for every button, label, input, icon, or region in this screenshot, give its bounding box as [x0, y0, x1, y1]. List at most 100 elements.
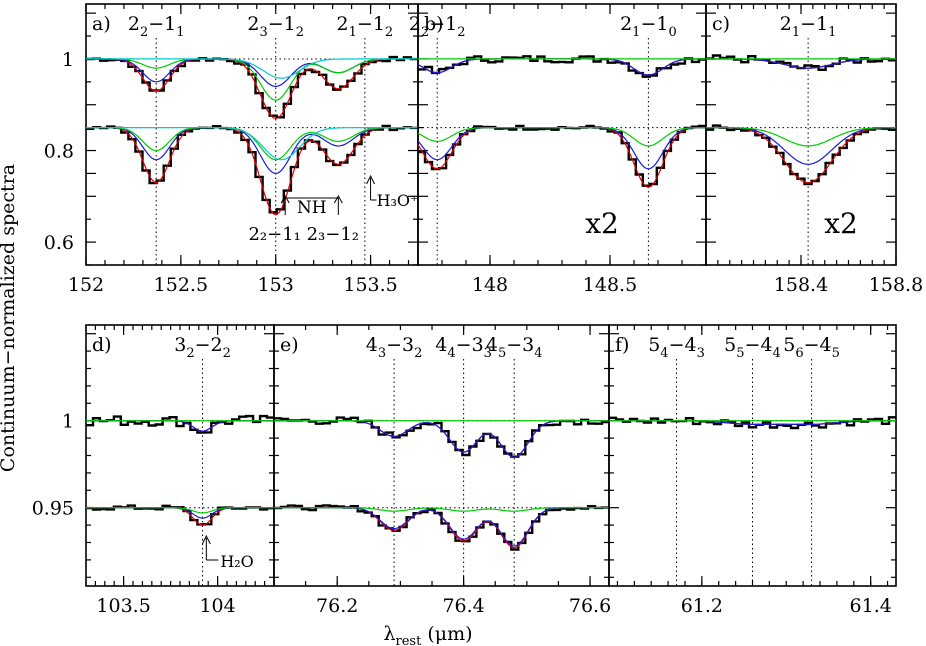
transition-label-part: 4 [447, 346, 455, 361]
x-tick-label: 153 [258, 274, 294, 296]
transition-label-part: 4 [660, 346, 668, 361]
transition-label-part: 6 [795, 346, 803, 361]
x-tick-label: 148.5 [583, 274, 637, 296]
component-fit-curve [86, 507, 274, 514]
transition-label-part: 2 [296, 25, 304, 40]
nh-transitions: 2₂−1₁ 2₃−1₂ [248, 224, 359, 245]
transition-label: 22−12 [409, 13, 466, 40]
spectrum-histogram [274, 504, 609, 551]
transition-label-part: 4 [534, 346, 542, 361]
x-tick-label: 158.8 [869, 274, 923, 296]
transition-label-part: −2 [195, 334, 223, 356]
scale-label: x2 [824, 207, 858, 240]
x-tick-label: 76.6 [569, 595, 611, 617]
h3o-arrow [366, 174, 377, 201]
x-axis-label-symbol: λ [383, 623, 395, 645]
transition-label: 32−22 [174, 334, 231, 361]
transition-label: 45−34 [486, 334, 543, 361]
panel-label: c) [712, 13, 730, 35]
x-tick-label: 152 [68, 274, 104, 296]
transition-label-part: −3 [386, 334, 414, 356]
nh-bracket [284, 197, 339, 215]
transition-label-part: 5 [724, 334, 736, 356]
spectrum-histogram [706, 124, 896, 186]
component-fit-curve [86, 58, 418, 79]
panel-a: 152 152.5 153 153.50.60.81a) 22−11 23−12 21−12… [44, 3, 419, 296]
component-fit-curve [417, 127, 706, 147]
panel-frame [85, 324, 275, 587]
transition-label-part: 5 [736, 346, 744, 361]
transition-label-part: 2 [128, 13, 140, 35]
transition-label-part: 2 [457, 25, 465, 40]
transition-label-part: −1 [268, 13, 296, 35]
panel-label: e) [280, 334, 299, 356]
transition-label-part: 3 [174, 334, 186, 356]
transition-label-part: 2 [337, 13, 349, 35]
panel-label: b) [424, 13, 444, 35]
spectrum-histogram [274, 416, 609, 458]
x-tick-label: 148 [472, 274, 508, 296]
transition-label-part: 2 [140, 25, 148, 40]
transition-label-part: 3 [697, 346, 705, 361]
component-fit-curve [86, 58, 418, 101]
transition-label-part: −4 [669, 334, 697, 356]
transition-label-part: 3 [259, 25, 267, 40]
transition-label: 22−11 [128, 13, 185, 40]
transition-label-part: −1 [357, 13, 385, 35]
transition-label-part: 5 [648, 334, 660, 356]
panel-frame [705, 3, 897, 266]
h2o-label: H₂O [220, 552, 253, 571]
x-tick-label: 103.5 [96, 595, 150, 617]
y-tick-label: 1 [62, 411, 74, 433]
transition-label-part: 4 [486, 334, 498, 356]
transition-label-part: −4 [804, 334, 832, 356]
x-tick-label: 158.4 [774, 274, 828, 296]
component-fit-curve [274, 507, 609, 512]
transition-label-part: 1 [828, 25, 836, 40]
transition-label-part: 3 [378, 346, 386, 361]
x-tick-label: 152.5 [154, 274, 208, 296]
transition-label-part: 2 [409, 13, 421, 35]
spectrum-histogram [86, 55, 418, 119]
x-tick-label: 61.2 [681, 595, 723, 617]
y-tick-label: 0.8 [44, 141, 74, 163]
transition-label: 21−12 [337, 13, 394, 40]
transition-label: 44−33 [435, 334, 492, 361]
component-fit-curve [86, 127, 418, 161]
y-tick-label: 0.95 [32, 498, 74, 520]
transition-label-part: 2 [620, 13, 632, 35]
axes-layer: 152 152.5 153 153.50.60.81a) 22−11 23−12 21−12… [32, 3, 923, 617]
transition-label: 23−12 [247, 13, 304, 40]
component-fit-curve [706, 127, 896, 147]
x-tick-label: 153.5 [343, 274, 397, 296]
transition-label: 56−45 [783, 334, 840, 361]
transition-label-part: −3 [456, 334, 484, 356]
transition-label: 21−11 [780, 13, 837, 40]
total-fit-curve [86, 58, 418, 120]
total-fit-curve [86, 127, 418, 216]
transition-label-part: 5 [783, 334, 795, 356]
transition-label-part: 2 [414, 346, 422, 361]
transition-label-part: −3 [506, 334, 534, 356]
x-tick-label: 76.2 [316, 595, 358, 617]
transition-label-part: 2 [186, 346, 194, 361]
spectrum-histogram [86, 414, 274, 434]
transition-label: 54−43 [648, 334, 705, 361]
h2o-arrow [201, 534, 219, 561]
transition-label-part: −1 [640, 13, 668, 35]
component-fit-curve [86, 127, 418, 175]
transition-label-part: 2 [421, 25, 429, 40]
transition-label-part: 4 [435, 334, 447, 356]
transition-label-part: 5 [498, 346, 506, 361]
panel-f: 61.2 61.4f) 54−43 55−44 56−45 [608, 324, 897, 617]
transition-label-part: 0 [668, 25, 676, 40]
transition-label-part: 1 [176, 25, 184, 40]
transition-label: 21−10 [620, 13, 677, 40]
x-axis-label: λrest (μm) [383, 623, 472, 646]
transition-label-part: 2 [247, 13, 259, 35]
panel-frame [273, 324, 610, 587]
transition-label-part: 4 [773, 346, 781, 361]
